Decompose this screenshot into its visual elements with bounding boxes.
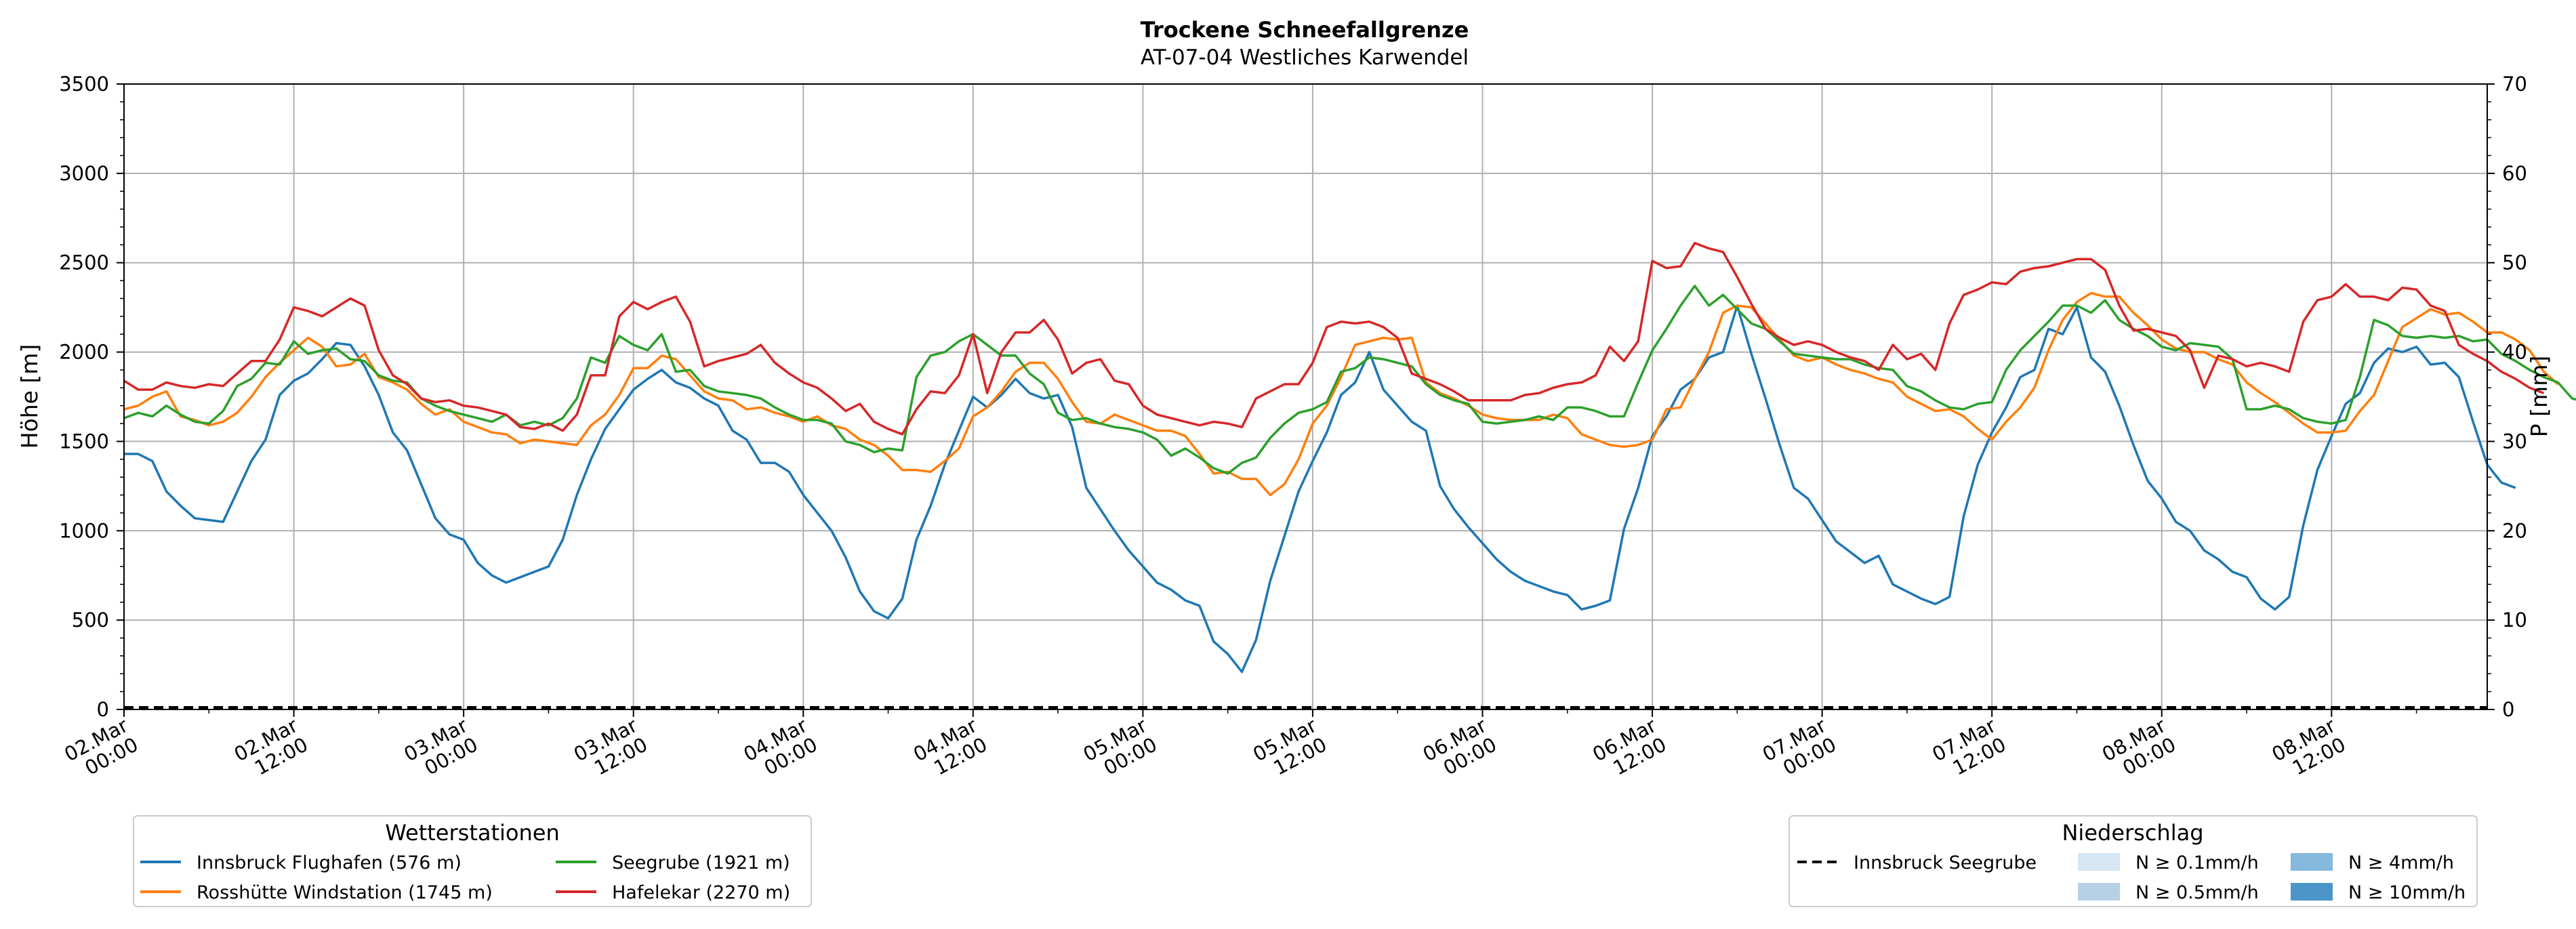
legend-precipitation: Niederschlag Innsbruck Seegrube N ≥ 0.1m… bbox=[1788, 815, 2478, 907]
legend-precip-bin-3: N ≥ 10mm/h bbox=[2348, 882, 2466, 903]
legend-label-innsbruck: Innsbruck Flughafen (576 m) bbox=[197, 852, 462, 873]
y-right-tick-label-1: 10 bbox=[2502, 608, 2527, 632]
grid-lines bbox=[124, 84, 2487, 709]
legend-stations-title: Wetterstationen bbox=[385, 820, 559, 846]
legend-precip-swatch-3 bbox=[2291, 883, 2333, 901]
y-right-tick-label-0: 0 bbox=[2502, 698, 2514, 721]
legend-precip-swatch-0 bbox=[2078, 853, 2120, 871]
legend-stations-frame bbox=[133, 815, 812, 907]
series-line-0 bbox=[124, 304, 2516, 674]
axes: 0 500 1000 1500 2000 2500 3000 3500 0 10 20 30 40 50 6… bbox=[59, 73, 2527, 780]
y-tick-label-6: 3000 bbox=[59, 162, 109, 185]
y-tick-label-2: 1000 bbox=[59, 519, 109, 542]
series-line-3 bbox=[123, 241, 2545, 436]
y-right-tick-label-5: 50 bbox=[2502, 251, 2527, 274]
y-tick-label-7: 3500 bbox=[59, 73, 109, 96]
plot-frame bbox=[123, 83, 2488, 710]
series-line-2 bbox=[123, 285, 2576, 475]
legend-precip-title: Niederschlag bbox=[2062, 820, 2203, 846]
chart-subtitle: AT-07-04 Westliches Karwendel bbox=[1141, 45, 1469, 70]
y-right-tick-label-3: 30 bbox=[2502, 430, 2527, 453]
legend-precip-swatch-1 bbox=[2078, 883, 2120, 901]
legend-stations: Wetterstationen Innsbruck Flughafen (576… bbox=[133, 815, 812, 907]
y-right-tick-label-7: 70 bbox=[2502, 73, 2527, 96]
legend-precip-bin-2: N ≥ 4mm/h bbox=[2348, 852, 2454, 873]
chart-title: Trockene Schneefallgrenze bbox=[1141, 17, 1469, 43]
legend-precip-line-label: Innsbruck Seegrube bbox=[1854, 852, 2037, 873]
y-tick-label-4: 2000 bbox=[59, 341, 109, 364]
y-tick-label-1: 500 bbox=[72, 608, 109, 632]
legend-label-hafelekar: Hafelekar (2270 m) bbox=[612, 882, 790, 903]
legend-label-rosshuette: Rosshütte Windstation (1745 m) bbox=[197, 882, 493, 903]
legend-label-seegrube: Seegrube (1921 m) bbox=[612, 852, 790, 873]
y-right-tick-label-4: 40 bbox=[2502, 341, 2527, 364]
legend-precip-swatch-2 bbox=[2291, 853, 2333, 871]
y-axis-label: Höhe [m] bbox=[16, 344, 43, 449]
y-axis-right-label: P [mm] bbox=[2526, 356, 2552, 437]
series-lines bbox=[123, 241, 2576, 674]
y-tick-label-0: 0 bbox=[97, 698, 109, 721]
legend-precip-bin-1: N ≥ 0.5mm/h bbox=[2135, 882, 2259, 903]
legend-precip-bin-0: N ≥ 0.1mm/h bbox=[2135, 852, 2259, 873]
y-right-tick-label-2: 20 bbox=[2502, 519, 2527, 542]
y-tick-label-3: 1500 bbox=[59, 430, 109, 453]
y-tick-label-5: 2500 bbox=[59, 251, 109, 274]
y-right-tick-label-6: 60 bbox=[2502, 162, 2527, 185]
